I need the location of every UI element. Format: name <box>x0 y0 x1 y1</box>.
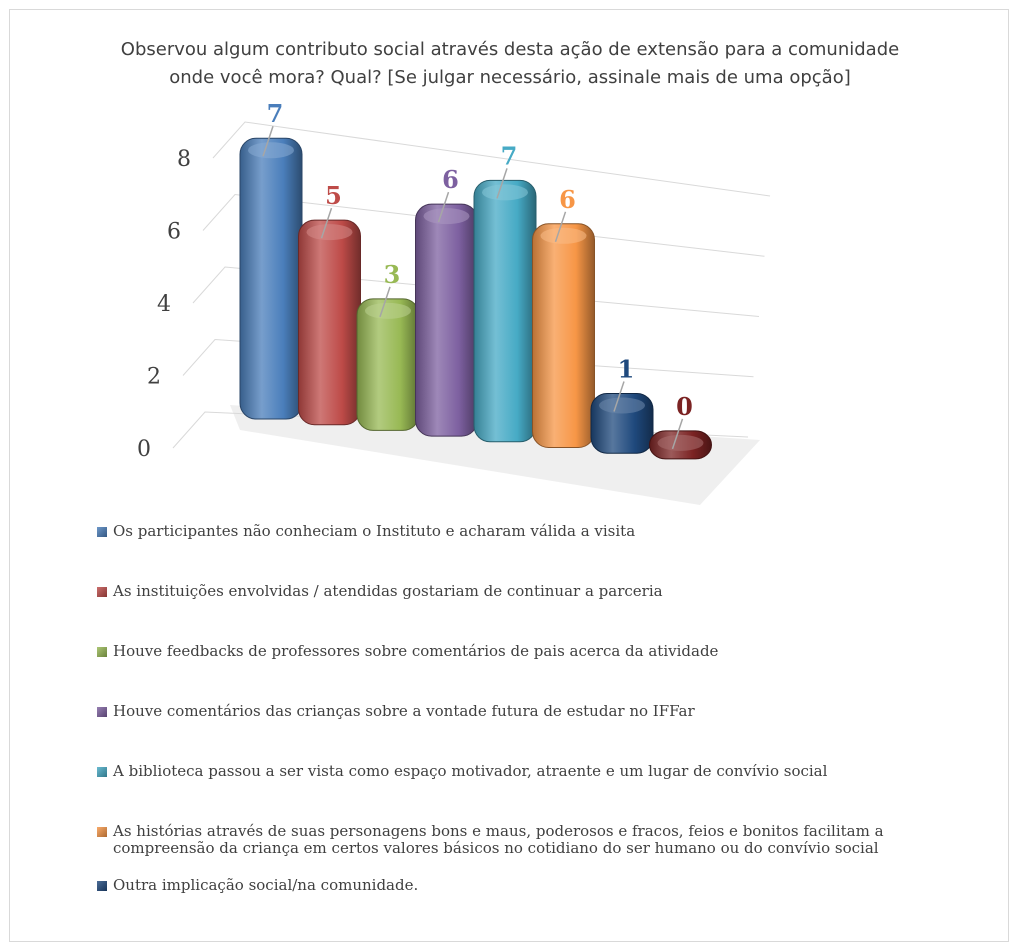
bar <box>239 137 303 420</box>
legend-item: Houve comentários das crianças sobre a v… <box>97 703 917 720</box>
legend-swatch <box>97 707 107 717</box>
data-label-leader <box>554 211 567 243</box>
data-label: 0 <box>676 392 693 421</box>
chart-title: Observou algum contributo social através… <box>120 39 900 88</box>
y-tick-label: 0 <box>137 437 151 462</box>
gridline <box>212 121 771 197</box>
legend-item: Os participantes não conheciam o Institu… <box>97 523 917 540</box>
data-label: 6 <box>442 165 459 194</box>
legend-swatch <box>97 827 107 837</box>
bar-top-highlight <box>248 142 294 159</box>
data-label-leader <box>671 418 684 450</box>
legend-swatch <box>97 527 107 537</box>
data-label: 3 <box>384 260 401 289</box>
legend-label: As histórias através de suas personagens… <box>113 822 884 857</box>
data-label: 5 <box>325 181 342 210</box>
legend-item: Outra implicação social/na comunidade. <box>97 877 917 894</box>
legend-label: Houve feedbacks de professores sobre com… <box>113 642 719 660</box>
data-label: 7 <box>501 141 518 170</box>
bar <box>532 223 595 449</box>
bar-top-highlight <box>599 397 645 414</box>
legend-label: Os participantes não conheciam o Institu… <box>113 522 636 540</box>
data-label: 6 <box>559 185 576 214</box>
legend-item: As histórias através de suas personagens… <box>97 823 917 857</box>
data-label-leader <box>613 381 625 412</box>
chart-frame <box>9 9 1009 942</box>
data-label-leader <box>320 207 333 239</box>
legend-label: Outra implicação social/na comunidade. <box>113 876 419 894</box>
bar <box>473 179 537 443</box>
legend-item: A biblioteca passou a ser vista como esp… <box>97 763 917 780</box>
bar-top-highlight <box>540 227 587 244</box>
y-tick-label: 6 <box>167 220 181 245</box>
legend-swatch <box>97 647 107 657</box>
bar <box>415 203 478 437</box>
bar-top-highlight <box>482 184 528 201</box>
bar-top-highlight <box>365 302 411 319</box>
chart-floor <box>230 405 760 505</box>
legend-label: Houve comentários das crianças sobre a v… <box>113 702 695 720</box>
data-label-leader <box>496 168 508 199</box>
chart-plot-area: 0 2 4 6 8 7 5 3 6 7 6 1 0 <box>137 99 771 505</box>
bar-top-highlight <box>657 434 704 451</box>
bar <box>298 219 361 426</box>
legend-item: Houve feedbacks de professores sobre com… <box>97 643 917 660</box>
data-label-leader <box>379 286 391 318</box>
legend-swatch <box>97 767 107 777</box>
data-label-leader <box>262 126 274 157</box>
data-label: 1 <box>618 354 635 383</box>
legend-label: As instituições envolvidas / atendidas g… <box>113 582 663 600</box>
y-tick-label: 2 <box>147 365 161 390</box>
legend-item: As instituições envolvidas / atendidas g… <box>97 583 917 600</box>
y-tick-label: 8 <box>177 147 191 172</box>
data-label-leader <box>437 191 450 223</box>
bar-top-highlight <box>423 208 470 225</box>
legend-label: A biblioteca passou a ser vista como esp… <box>113 762 828 780</box>
legend-swatch <box>97 881 107 891</box>
bar-top-highlight <box>306 224 353 241</box>
legend-swatch <box>97 587 107 597</box>
data-label: 7 <box>267 99 284 128</box>
y-tick-label: 4 <box>157 292 171 317</box>
